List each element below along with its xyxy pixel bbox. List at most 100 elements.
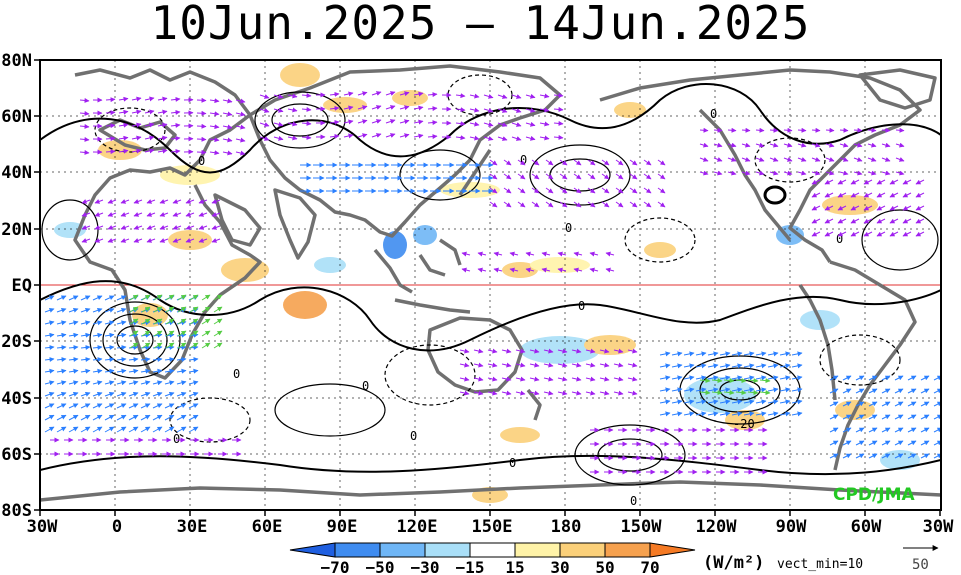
wind-vector	[553, 120, 564, 126]
wind-vector	[894, 414, 904, 420]
wind-vector	[531, 187, 540, 194]
wind-vector	[769, 170, 779, 176]
wind-vector	[222, 98, 233, 104]
wind-vector	[842, 401, 852, 407]
wind-vector	[68, 426, 79, 433]
wind-vector	[140, 414, 151, 421]
wind-vector	[671, 411, 683, 417]
wind-vector	[629, 159, 638, 166]
wind-vector	[599, 390, 610, 396]
wind-vector	[301, 106, 312, 112]
wind-vector	[213, 306, 223, 313]
wind-vector	[116, 295, 127, 301]
wind-vector	[164, 426, 175, 433]
wind-vector	[146, 212, 156, 217]
wind-vector	[357, 133, 368, 139]
wind-vector	[825, 157, 835, 162]
wind-vector	[371, 133, 382, 138]
wind-vector	[743, 351, 755, 357]
wind-vector	[128, 368, 139, 374]
wind-vector	[825, 142, 835, 148]
wind-vector	[719, 351, 731, 357]
wind-vector	[853, 142, 863, 148]
wind-vector	[613, 390, 624, 396]
wind-vector	[539, 107, 550, 113]
wind-vector	[889, 192, 899, 198]
wind-vector	[92, 295, 103, 301]
wind-vector	[707, 399, 719, 405]
wind-vector	[850, 218, 860, 224]
wind-vector	[146, 199, 156, 204]
wind-vector	[44, 403, 55, 409]
wind-vector	[920, 388, 930, 394]
wind-vector	[545, 187, 554, 194]
wind-vector	[116, 320, 127, 326]
wind-vector	[120, 225, 130, 230]
wind-vector	[385, 119, 396, 124]
wind-vector	[839, 157, 849, 162]
wind-vector	[211, 199, 221, 204]
wind-vector	[483, 135, 494, 141]
wind-vector	[695, 387, 707, 393]
wind-vector	[371, 91, 382, 96]
wind-vector	[585, 390, 596, 396]
wind-vector	[68, 356, 79, 362]
colorbar-segment	[289, 542, 336, 558]
wind-vector	[56, 426, 67, 433]
wind-vector	[529, 362, 540, 368]
wind-vector	[116, 403, 127, 409]
wind-vector	[889, 218, 899, 224]
wind-vector	[357, 119, 368, 125]
wind-vector	[116, 356, 127, 362]
wind-vector	[699, 127, 709, 133]
wind-vector	[755, 157, 765, 162]
wind-vector	[329, 91, 340, 97]
wind-vector	[104, 403, 115, 409]
wind-vector	[128, 356, 139, 362]
wind-vector	[531, 201, 540, 208]
lon-label: 150E	[472, 517, 513, 537]
wind-vector	[80, 320, 91, 326]
wind-vector	[894, 427, 904, 433]
wind-vector	[159, 225, 169, 230]
wind-vector	[695, 399, 707, 405]
wind-vector	[343, 91, 354, 97]
wind-vector	[850, 231, 860, 237]
wind-vector	[599, 362, 610, 368]
wind-vector	[517, 173, 526, 180]
wind-vector	[188, 368, 199, 374]
wind-vector	[723, 390, 735, 396]
wind-vector	[699, 142, 709, 148]
wind-vector	[824, 218, 834, 224]
vector-min-label: vect_min=10	[777, 557, 863, 572]
colorbar-label: −15	[456, 558, 485, 575]
wind-vector	[487, 376, 498, 382]
contour-label: 0	[233, 367, 240, 381]
wind-vector	[259, 108, 270, 113]
lon-label: 120W	[696, 517, 738, 537]
wind-vector	[525, 135, 536, 141]
wind-vector	[797, 170, 807, 176]
wind-vector	[235, 150, 246, 156]
wind-vector	[557, 362, 568, 368]
wind-vector	[853, 170, 863, 176]
wind-vector	[517, 201, 526, 208]
wind-vector	[211, 238, 221, 243]
wind-vector	[133, 238, 143, 243]
wind-vector	[473, 390, 484, 396]
wind-vector	[557, 251, 567, 257]
wind-vector	[211, 225, 221, 230]
wind-vector	[176, 368, 187, 374]
wind-vector	[287, 135, 298, 141]
wind-vector	[497, 108, 508, 113]
wind-vector	[719, 399, 731, 405]
wind-vector	[273, 93, 284, 99]
wind-vector	[209, 150, 220, 156]
wind-vector	[152, 403, 163, 409]
wind-vector	[459, 348, 470, 354]
wind-vector	[627, 348, 638, 354]
wind-vector	[176, 380, 187, 386]
wind-vector	[157, 109, 168, 115]
wind-vector	[525, 267, 535, 273]
wind-vector	[157, 148, 168, 154]
